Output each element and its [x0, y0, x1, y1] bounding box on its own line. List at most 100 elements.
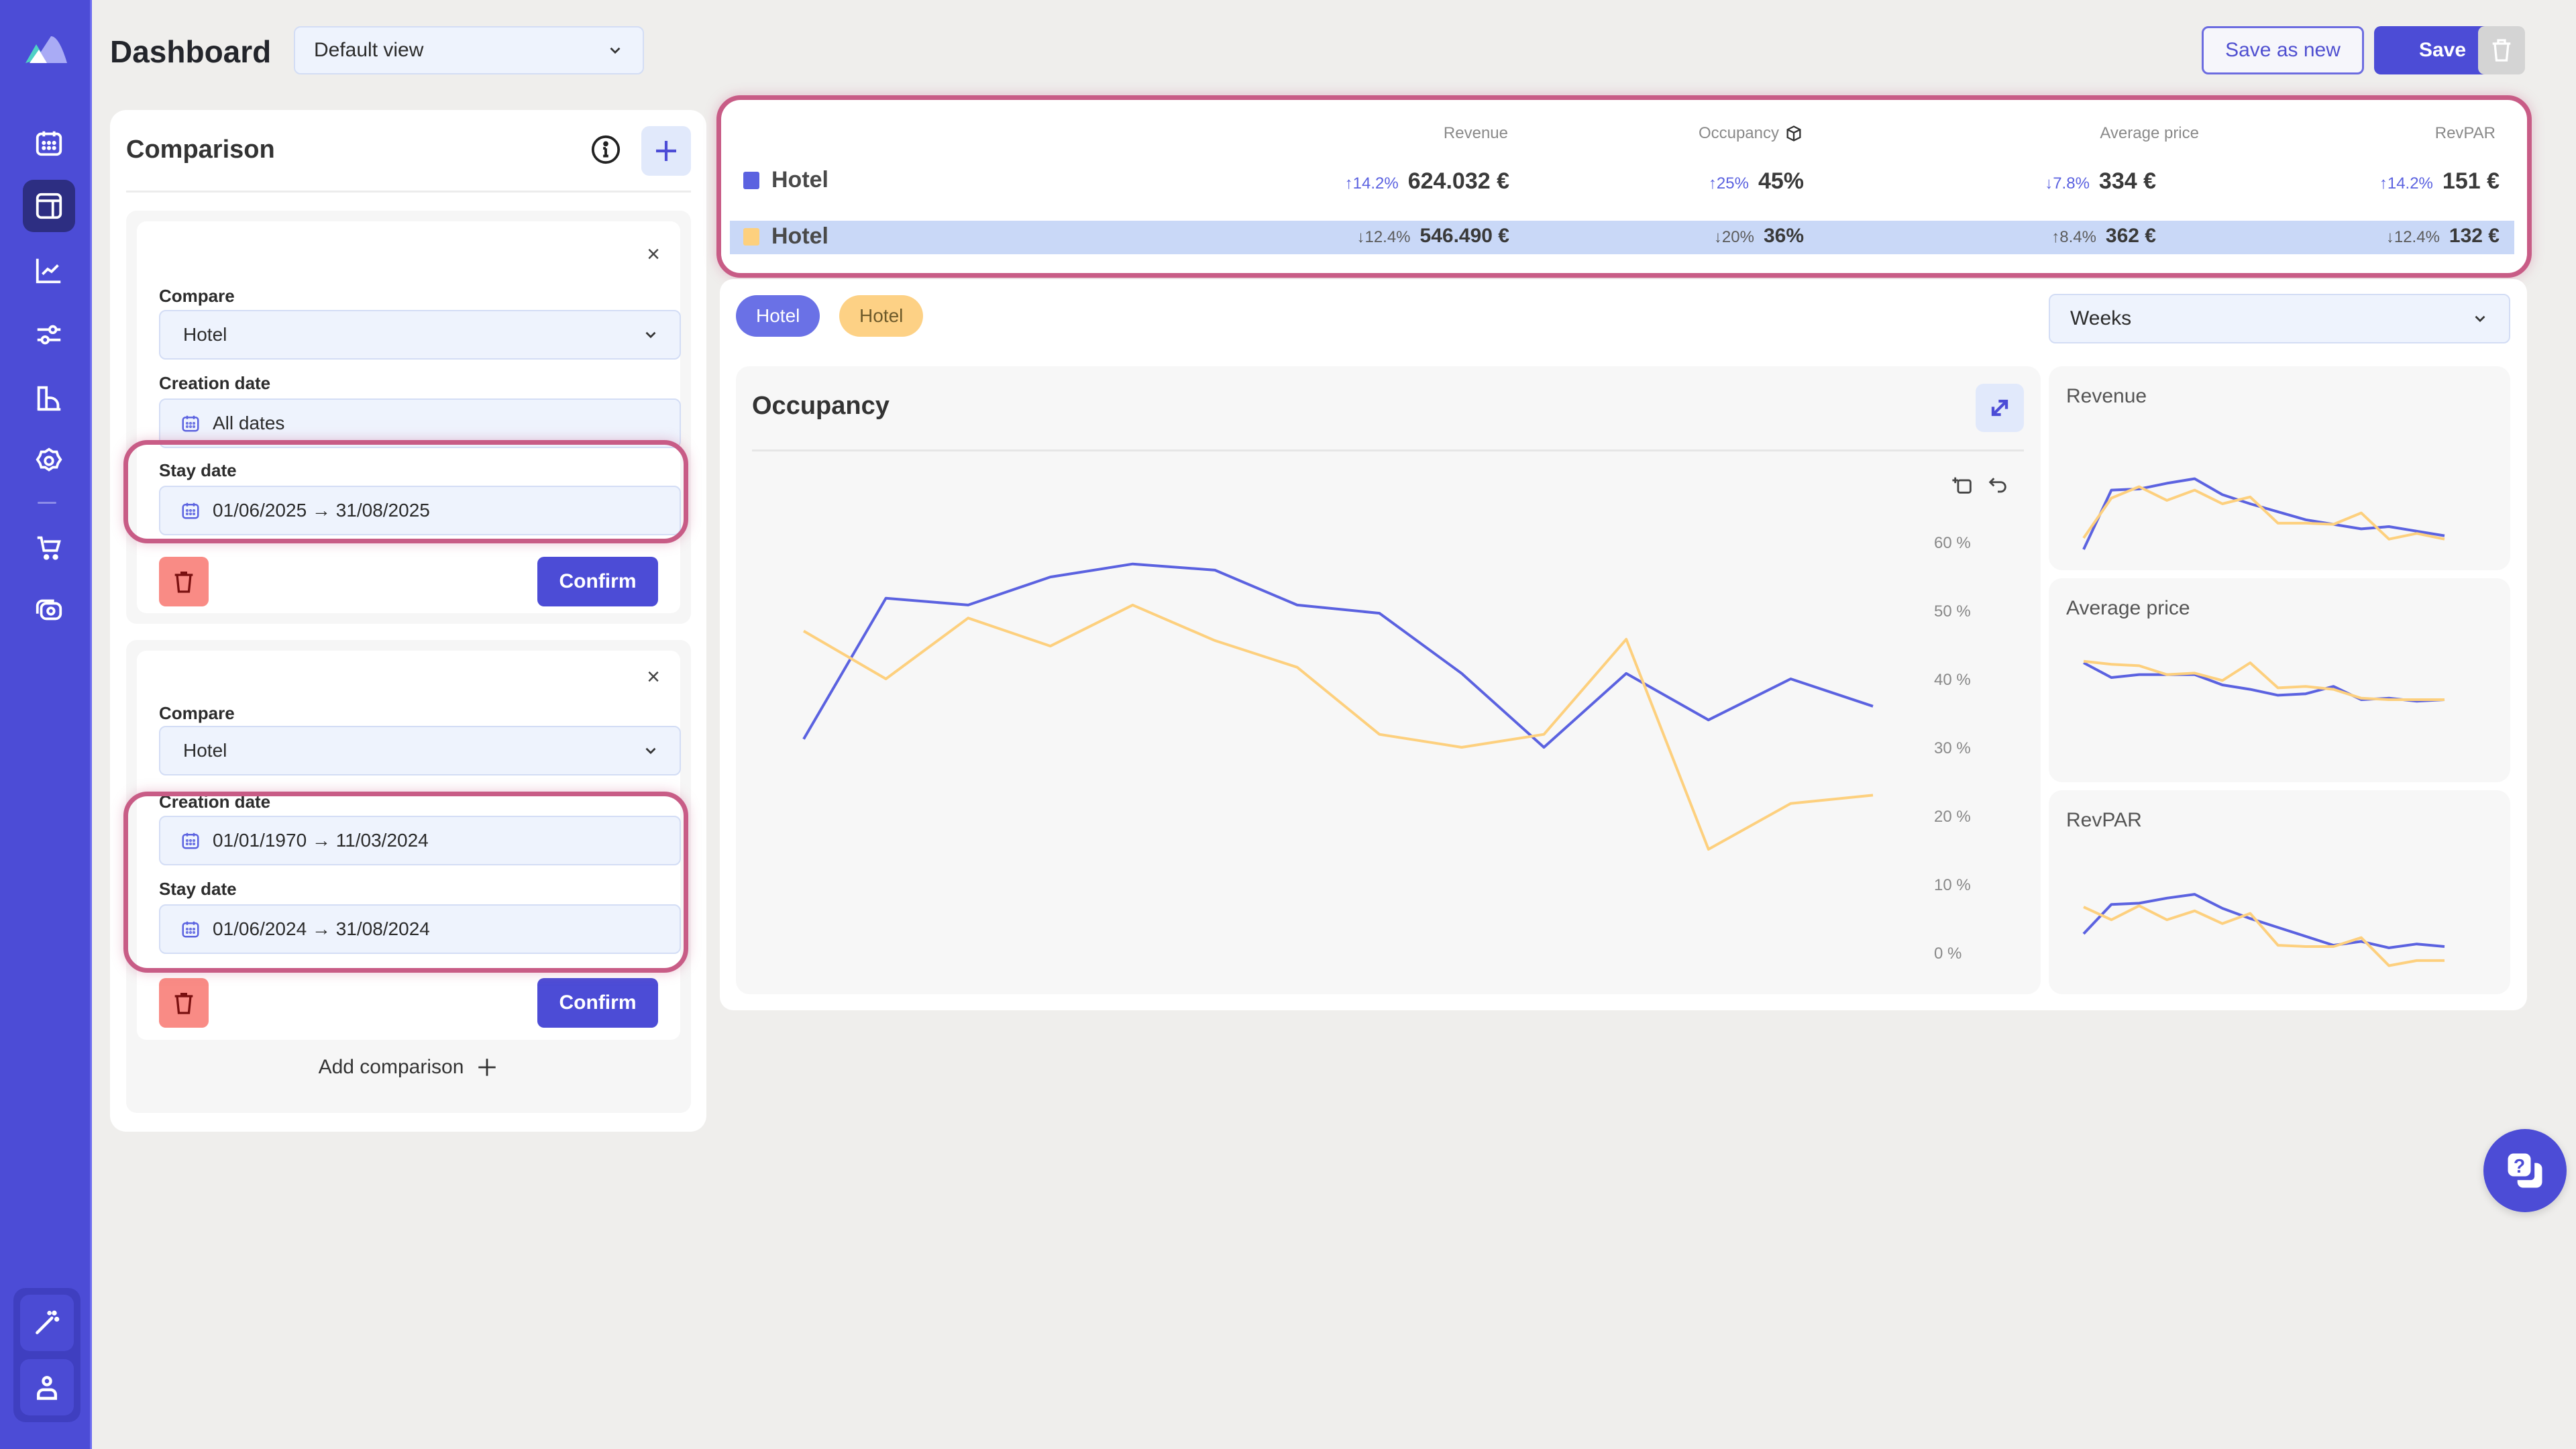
delete-view-button[interactable] [2478, 26, 2525, 74]
sidebar-item-media[interactable] [23, 584, 75, 636]
kpi-header-revenue: Revenue [1443, 124, 1508, 142]
y-tick: 40 % [1934, 671, 1971, 689]
charts-panel: Hotel Hotel Weeks Occupancy 60 % 50 % 40… [720, 279, 2527, 1010]
kpi-delta: ↑14.2% [1344, 174, 1399, 193]
close-icon[interactable]: × [647, 241, 660, 267]
y-tick: 60 % [1934, 534, 1971, 552]
sidebar-item-settings[interactable] [23, 435, 75, 487]
creation-date-input[interactable]: 01/01/1970 → 11/03/2024 [159, 816, 681, 865]
compare-value: Hotel [183, 324, 227, 345]
line-chart-icon [36, 258, 61, 284]
series-chip-current[interactable]: Hotel [736, 295, 820, 337]
zoom-select-icon[interactable] [1951, 474, 1974, 496]
kpi-row-name: Hotel [771, 223, 828, 249]
comparison-card: × Compare Hotel Creation date 01/01/1970… [137, 651, 681, 1040]
add-comparison-button[interactable]: Add comparison [126, 1056, 691, 1079]
comparison-group-1: × Compare Hotel Creation date All dates … [126, 211, 691, 624]
series-swatch [743, 171, 759, 189]
sidebar-item-properties[interactable] [23, 372, 75, 424]
sidebar [0, 0, 92, 1449]
compare-select[interactable]: Hotel [159, 726, 681, 775]
comparison-card: × Compare Hotel Creation date All dates … [137, 221, 681, 613]
y-tick: 20 % [1934, 808, 1971, 826]
sidebar-item-calendar[interactable] [23, 117, 75, 169]
mountain-logo-icon[interactable] [24, 35, 68, 64]
magic-wand-button[interactable] [20, 1295, 74, 1351]
kpi-row-name: Hotel [771, 167, 828, 193]
user-profile-button[interactable] [20, 1359, 74, 1415]
sidebar-item-settings-sliders[interactable] [23, 309, 75, 361]
stay-date-input[interactable]: 01/06/2025 → 31/08/2025 [159, 486, 681, 535]
settings-flower-icon [36, 447, 62, 472]
package-icon [1786, 125, 1801, 142]
magic-wand-icon [36, 1310, 60, 1334]
chevron-down-icon [2475, 315, 2485, 323]
close-icon[interactable]: × [647, 664, 660, 690]
compare-value: Hotel [183, 740, 227, 761]
kpi-delta: ↓12.4% [1356, 228, 1411, 246]
mini-chart-title: Average price [2066, 597, 2190, 619]
mini-chart-revenue[interactable]: Revenue [2049, 366, 2510, 570]
calendar-icon [36, 131, 62, 156]
expand-icon [1991, 399, 2008, 417]
compare-label: Compare [159, 286, 235, 306]
kpi-delta: ↓7.8% [2045, 174, 2090, 193]
compare-select[interactable]: Hotel [159, 310, 681, 360]
expand-chart-button[interactable] [1976, 384, 2024, 432]
revenue-sparkline [2082, 477, 2445, 550]
chart-title: Occupancy [752, 392, 890, 420]
sliders-icon [37, 325, 61, 345]
trash-icon [174, 572, 193, 593]
cart-icon [37, 536, 61, 560]
stay-date-value: 01/06/2025 → 31/08/2025 [213, 500, 430, 521]
divider [752, 449, 2024, 451]
view-select-value: Default view [314, 39, 424, 61]
kpi-row-compare[interactable]: Hotel ↓12.4% 546.490 € ↓20% 36% ↑8.4% 362 €… [730, 221, 2514, 254]
calendar-icon [182, 415, 199, 432]
stay-date-label: Stay date [159, 460, 237, 480]
kpi-header-average-price: Average price [2100, 124, 2199, 142]
sidebar-item-analytics[interactable] [23, 244, 75, 297]
kpi-value: 362 € [2105, 225, 2156, 247]
save-as-new-button[interactable]: Save as new [2202, 26, 2364, 74]
calendar-icon [182, 833, 199, 849]
kpi-delta: ↑8.4% [2051, 228, 2096, 246]
sidebar-item-shop[interactable] [23, 521, 75, 573]
view-select-dropdown[interactable]: Default view [294, 26, 644, 74]
kpi-value: 132 € [2449, 225, 2500, 247]
add-comparison-top-button[interactable] [641, 126, 691, 176]
revpar-sparkline [2082, 893, 2445, 967]
stay-date-label: Stay date [159, 879, 237, 899]
creation-date-input[interactable]: All dates [159, 398, 681, 448]
chevron-down-icon [645, 331, 656, 339]
compare-label: Compare [159, 703, 235, 723]
help-question-icon: ? [2508, 1153, 2542, 1188]
help-chat-button[interactable]: ? [2483, 1129, 2567, 1212]
stay-date-input[interactable]: 01/06/2024 → 31/08/2024 [159, 904, 681, 954]
confirm-button[interactable]: Confirm [537, 978, 658, 1028]
reset-zoom-icon[interactable] [1986, 474, 2009, 496]
confirm-button[interactable]: Confirm [537, 557, 658, 606]
delete-comparison-button[interactable] [159, 557, 209, 606]
series-chip-compare[interactable]: Hotel [839, 295, 924, 337]
calendar-icon [182, 921, 199, 938]
kpi-row-current[interactable]: Hotel ↑14.2% 624.032 € ↑25% 45% ↓7.8% 334 €… [730, 164, 2514, 198]
kpi-delta: ↓20% [1713, 228, 1754, 246]
granularity-value: Weeks [2070, 307, 2132, 329]
sidebar-item-dashboard[interactable] [23, 180, 75, 232]
svg-text:?: ? [2514, 1156, 2525, 1177]
granularity-select[interactable]: Weeks [2049, 294, 2510, 343]
kpi-value: 546.490 € [1419, 225, 1509, 247]
y-tick: 0 % [1934, 945, 1962, 963]
creation-date-label: Creation date [159, 373, 271, 393]
occupancy-line-chart[interactable] [736, 366, 2041, 994]
kpi-value: 334 € [2098, 168, 2156, 194]
delete-comparison-button[interactable] [159, 978, 209, 1028]
add-comparison-label: Add comparison [318, 1056, 464, 1078]
buildings-icon [37, 386, 61, 411]
kpi-delta: ↑14.2% [2379, 174, 2433, 193]
info-icon[interactable] [590, 134, 621, 165]
y-tick: 10 % [1934, 876, 1971, 894]
mini-chart-revpar[interactable]: RevPAR [2049, 790, 2510, 994]
mini-chart-average-price[interactable]: Average price [2049, 578, 2510, 782]
